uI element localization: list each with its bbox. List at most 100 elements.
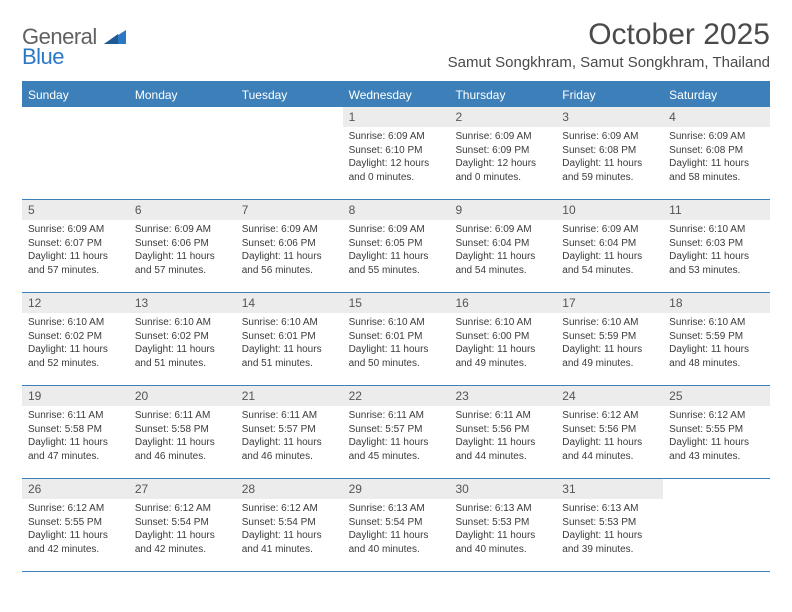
sunset-line: Sunset: 6:01 PM — [242, 330, 337, 344]
sunrise-line: Sunrise: 6:09 AM — [669, 130, 764, 144]
sunrise-line: Sunrise: 6:09 AM — [135, 223, 230, 237]
sunset-line: Sunset: 6:02 PM — [28, 330, 123, 344]
daylight1-line: Daylight: 11 hours — [669, 250, 764, 264]
daylight1-line: Daylight: 11 hours — [242, 250, 337, 264]
day-cell: 20Sunrise: 6:11 AMSunset: 5:58 PMDayligh… — [129, 386, 236, 478]
sunrise-line: Sunrise: 6:12 AM — [28, 502, 123, 516]
sunset-line: Sunset: 5:56 PM — [562, 423, 657, 437]
daylight1-line: Daylight: 11 hours — [349, 436, 444, 450]
day-cell — [663, 479, 770, 571]
location-subtitle: Samut Songkhram, Samut Songkhram, Thaila… — [448, 54, 770, 71]
day-details: Sunrise: 6:11 AMSunset: 5:56 PMDaylight:… — [449, 406, 556, 467]
daylight1-line: Daylight: 11 hours — [242, 343, 337, 357]
daylight2-line: and 48 minutes. — [669, 357, 764, 371]
day-number: 25 — [663, 386, 770, 406]
daylight2-line: and 41 minutes. — [242, 543, 337, 557]
weeks-container: 1 Sunrise: 6:09 AM Sunset: 6:10 PM Daylight… — [22, 107, 770, 572]
day-number — [129, 107, 236, 127]
sunrise-line: Sunrise: 6:09 AM — [455, 130, 550, 144]
day-details: Sunrise: 6:11 AMSunset: 5:57 PMDaylight:… — [343, 406, 450, 467]
day-cell: 17Sunrise: 6:10 AMSunset: 5:59 PMDayligh… — [556, 293, 663, 385]
daylight1-line: Daylight: 11 hours — [135, 529, 230, 543]
day-cell: 9Sunrise: 6:09 AMSunset: 6:04 PMDaylight… — [449, 200, 556, 292]
sunrise-line: Sunrise: 6:10 AM — [455, 316, 550, 330]
day-number: 16 — [449, 293, 556, 313]
daylight2-line: and 44 minutes. — [562, 450, 657, 464]
daylight1-line: Daylight: 11 hours — [669, 436, 764, 450]
day-number — [236, 107, 343, 127]
day-number: 27 — [129, 479, 236, 499]
day-details: Sunrise: 6:09 AMSunset: 6:04 PMDaylight:… — [556, 220, 663, 281]
daylight1-line: Daylight: 11 hours — [135, 436, 230, 450]
daylight1-line: Daylight: 11 hours — [562, 529, 657, 543]
daylight1-line: Daylight: 11 hours — [349, 250, 444, 264]
daylight1-line: Daylight: 11 hours — [455, 436, 550, 450]
sunrise-line: Sunrise: 6:10 AM — [28, 316, 123, 330]
sunset-line: Sunset: 6:00 PM — [455, 330, 550, 344]
sunrise-line: Sunrise: 6:10 AM — [562, 316, 657, 330]
daylight1-line: Daylight: 11 hours — [135, 343, 230, 357]
day-number: 6 — [129, 200, 236, 220]
sunrise-line: Sunrise: 6:09 AM — [562, 223, 657, 237]
day-cell: 30Sunrise: 6:13 AMSunset: 5:53 PMDayligh… — [449, 479, 556, 571]
day-details: Sunrise: 6:10 AMSunset: 5:59 PMDaylight:… — [663, 313, 770, 374]
daylight1-line: Daylight: 11 hours — [242, 529, 337, 543]
logo-triangle-icon — [104, 31, 126, 48]
day-cell: 16Sunrise: 6:10 AMSunset: 6:00 PMDayligh… — [449, 293, 556, 385]
sunset-line: Sunset: 5:55 PM — [28, 516, 123, 530]
calendar-grid: Sunday Monday Tuesday Wednesday Thursday… — [22, 81, 770, 572]
daylight2-line: and 40 minutes. — [349, 543, 444, 557]
day-number: 28 — [236, 479, 343, 499]
day-cell: 29Sunrise: 6:13 AMSunset: 5:54 PMDayligh… — [343, 479, 450, 571]
day-details: Sunrise: 6:12 AMSunset: 5:54 PMDaylight:… — [129, 499, 236, 560]
day-number: 21 — [236, 386, 343, 406]
daylight2-line: and 44 minutes. — [455, 450, 550, 464]
sunset-line: Sunset: 5:55 PM — [669, 423, 764, 437]
daylight1-line: Daylight: 11 hours — [135, 250, 230, 264]
day-number: 8 — [343, 200, 450, 220]
daylight1-line: Daylight: 11 hours — [28, 343, 123, 357]
header: General Blue October 2025 Samut Songkhra… — [22, 18, 770, 71]
day-number: 5 — [22, 200, 129, 220]
week-row: 19Sunrise: 6:11 AMSunset: 5:58 PMDayligh… — [22, 386, 770, 479]
daylight1-line: Daylight: 11 hours — [669, 157, 764, 171]
day-number: 23 — [449, 386, 556, 406]
daylight2-line: and 59 minutes. — [562, 171, 657, 185]
day-details: Sunrise: 6:09 AMSunset: 6:04 PMDaylight:… — [449, 220, 556, 281]
day-number: 2 — [449, 107, 556, 127]
weekday-header-row: Sunday Monday Tuesday Wednesday Thursday… — [22, 83, 770, 107]
logo: General Blue — [22, 18, 126, 70]
sunrise-line: Sunrise: 6:13 AM — [562, 502, 657, 516]
day-number: 7 — [236, 200, 343, 220]
sunset-line: Sunset: 6:10 PM — [349, 144, 444, 158]
day-number: 13 — [129, 293, 236, 313]
day-details: Sunrise: 6:09 AMSunset: 6:08 PMDaylight:… — [663, 127, 770, 188]
week-row: 1 Sunrise: 6:09 AM Sunset: 6:10 PM Daylight… — [22, 107, 770, 200]
sunrise-line: Sunrise: 6:09 AM — [562, 130, 657, 144]
day-details: Sunrise: 6:10 AMSunset: 6:02 PMDaylight:… — [22, 313, 129, 374]
day-cell: 8Sunrise: 6:09 AMSunset: 6:05 PMDaylight… — [343, 200, 450, 292]
sunset-line: Sunset: 5:58 PM — [135, 423, 230, 437]
weekday-header: Monday — [129, 83, 236, 107]
daylight2-line: and 50 minutes. — [349, 357, 444, 371]
sunset-line: Sunset: 5:54 PM — [349, 516, 444, 530]
day-details: Sunrise: 6:12 AMSunset: 5:54 PMDaylight:… — [236, 499, 343, 560]
month-title: October 2025 — [448, 18, 770, 52]
day-cell: 3Sunrise: 6:09 AMSunset: 6:08 PMDaylight… — [556, 107, 663, 199]
daylight2-line: and 47 minutes. — [28, 450, 123, 464]
day-cell: 31Sunrise: 6:13 AMSunset: 5:53 PMDayligh… — [556, 479, 663, 571]
day-cell: 14Sunrise: 6:10 AMSunset: 6:01 PMDayligh… — [236, 293, 343, 385]
daylight1-line: Daylight: 11 hours — [455, 529, 550, 543]
day-details: Sunrise: 6:09 AMSunset: 6:08 PMDaylight:… — [556, 127, 663, 188]
week-row: 26Sunrise: 6:12 AMSunset: 5:55 PMDayligh… — [22, 479, 770, 572]
daylight2-line: and 54 minutes. — [562, 264, 657, 278]
day-cell: 25Sunrise: 6:12 AMSunset: 5:55 PMDayligh… — [663, 386, 770, 478]
day-details: Sunrise: 6:13 AMSunset: 5:54 PMDaylight:… — [343, 499, 450, 560]
day-cell: 22Sunrise: 6:11 AMSunset: 5:57 PMDayligh… — [343, 386, 450, 478]
sunset-line: Sunset: 5:54 PM — [242, 516, 337, 530]
day-number: 1 — [343, 107, 450, 127]
daylight1-line: Daylight: 11 hours — [562, 436, 657, 450]
day-cell: 4Sunrise: 6:09 AMSunset: 6:08 PMDaylight… — [663, 107, 770, 199]
sunrise-line: Sunrise: 6:10 AM — [242, 316, 337, 330]
day-details: Sunrise: 6:09 AMSunset: 6:09 PMDaylight:… — [449, 127, 556, 188]
